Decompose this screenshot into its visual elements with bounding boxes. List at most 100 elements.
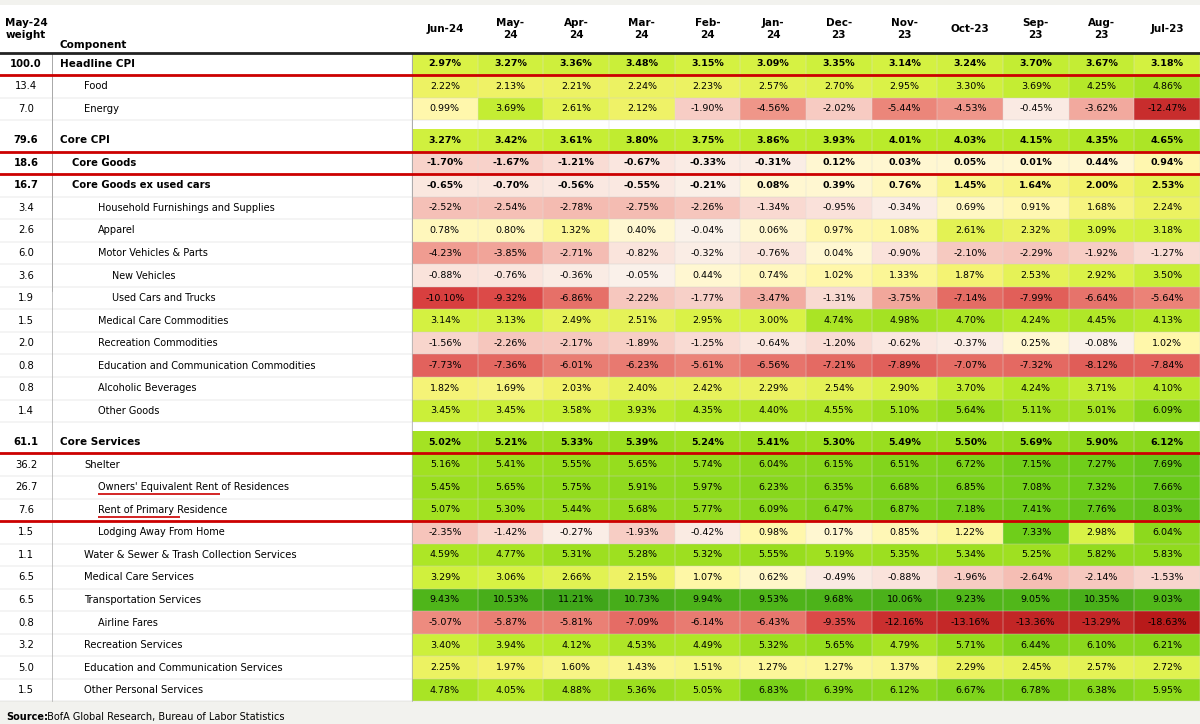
Bar <box>0 75 412 98</box>
Text: 1.82%: 1.82% <box>430 384 460 393</box>
Text: -2.54%: -2.54% <box>494 203 527 212</box>
Text: -0.32%: -0.32% <box>691 248 725 258</box>
Bar <box>478 544 544 566</box>
Bar <box>544 219 610 242</box>
Bar <box>1134 197 1200 219</box>
Bar <box>871 332 937 355</box>
Text: -9.35%: -9.35% <box>822 618 856 627</box>
Bar <box>478 53 544 75</box>
Bar <box>1003 634 1069 657</box>
Bar <box>937 544 1003 566</box>
Text: 9.23%: 9.23% <box>955 596 985 605</box>
Text: 9.05%: 9.05% <box>1021 596 1051 605</box>
Bar <box>674 355 740 377</box>
Text: 6.04%: 6.04% <box>758 460 788 469</box>
Bar <box>544 355 610 377</box>
Text: 5.55%: 5.55% <box>562 460 592 469</box>
Text: 0.74%: 0.74% <box>758 271 788 280</box>
Bar <box>1069 219 1134 242</box>
Bar <box>1069 400 1134 422</box>
Bar <box>544 589 610 611</box>
Text: -2.17%: -2.17% <box>559 339 593 348</box>
Text: -7.36%: -7.36% <box>493 361 527 370</box>
Text: 3.2: 3.2 <box>18 640 34 650</box>
Text: 9.94%: 9.94% <box>692 596 722 605</box>
Text: 5.07%: 5.07% <box>430 505 460 514</box>
Text: 3.4: 3.4 <box>18 203 34 213</box>
Text: 5.83%: 5.83% <box>1152 550 1182 560</box>
Text: Recreation Commodities: Recreation Commodities <box>98 338 217 348</box>
Bar <box>871 589 937 611</box>
Text: Airline Fares: Airline Fares <box>98 618 158 628</box>
Bar <box>610 634 674 657</box>
Bar <box>937 521 1003 544</box>
Bar <box>1003 431 1069 453</box>
Bar <box>544 400 610 422</box>
Bar <box>806 431 871 453</box>
Bar <box>544 611 610 634</box>
Text: 0.69%: 0.69% <box>955 203 985 212</box>
Bar <box>1003 476 1069 499</box>
Bar <box>1003 400 1069 422</box>
Text: 6.38%: 6.38% <box>1086 686 1116 695</box>
Text: -7.89%: -7.89% <box>888 361 922 370</box>
Text: -6.14%: -6.14% <box>691 618 724 627</box>
Text: 5.30%: 5.30% <box>822 438 856 447</box>
Text: 5.05%: 5.05% <box>692 686 722 695</box>
Text: 0.8: 0.8 <box>18 383 34 393</box>
Bar <box>806 355 871 377</box>
Text: -1.20%: -1.20% <box>822 339 856 348</box>
Bar <box>674 589 740 611</box>
Text: Alcoholic Beverages: Alcoholic Beverages <box>98 383 197 393</box>
Bar <box>610 611 674 634</box>
Bar <box>544 197 610 219</box>
Bar <box>0 53 412 75</box>
Text: 7.18%: 7.18% <box>955 505 985 514</box>
Text: 0.01%: 0.01% <box>1020 159 1052 167</box>
Text: 2.24%: 2.24% <box>1152 203 1182 212</box>
Bar <box>871 566 937 589</box>
Text: 7.27%: 7.27% <box>1086 460 1116 469</box>
Text: 0.17%: 0.17% <box>824 528 854 537</box>
Text: 9.03%: 9.03% <box>1152 596 1182 605</box>
Text: 1.22%: 1.22% <box>955 528 985 537</box>
Text: 2.90%: 2.90% <box>889 384 919 393</box>
Text: 1.07%: 1.07% <box>692 573 722 582</box>
Bar <box>610 453 674 476</box>
Text: 3.70%: 3.70% <box>955 384 985 393</box>
Text: 5.02%: 5.02% <box>428 438 461 447</box>
Text: 2.61%: 2.61% <box>562 104 592 114</box>
Text: 100.0: 100.0 <box>10 59 42 69</box>
Bar <box>674 611 740 634</box>
Text: -0.05%: -0.05% <box>625 271 659 280</box>
Text: 5.77%: 5.77% <box>692 505 722 514</box>
Bar <box>937 98 1003 120</box>
Bar <box>478 332 544 355</box>
Text: 3.71%: 3.71% <box>1086 384 1116 393</box>
Bar <box>1069 431 1134 453</box>
Text: 3.15%: 3.15% <box>691 59 724 68</box>
Text: Education and Communication Services: Education and Communication Services <box>84 662 283 673</box>
Text: -5.44%: -5.44% <box>888 104 922 114</box>
Bar <box>544 242 610 264</box>
Bar <box>674 499 740 521</box>
Bar <box>478 197 544 219</box>
Bar <box>1134 589 1200 611</box>
Text: 6.12%: 6.12% <box>1151 438 1183 447</box>
Bar <box>412 309 478 332</box>
Text: 4.86%: 4.86% <box>1152 82 1182 91</box>
Text: Core Goods ex used cars: Core Goods ex used cars <box>72 180 210 190</box>
Text: 4.70%: 4.70% <box>955 316 985 325</box>
Bar <box>1134 521 1200 544</box>
Text: 5.41%: 5.41% <box>757 438 790 447</box>
Bar <box>1134 174 1200 197</box>
Bar <box>937 174 1003 197</box>
Bar <box>806 197 871 219</box>
Text: 2.53%: 2.53% <box>1151 181 1183 190</box>
Bar <box>412 634 478 657</box>
Bar <box>937 53 1003 75</box>
Bar <box>478 679 544 702</box>
Text: 3.30%: 3.30% <box>955 82 985 91</box>
Bar <box>610 129 674 151</box>
Text: 6.04%: 6.04% <box>1152 528 1182 537</box>
